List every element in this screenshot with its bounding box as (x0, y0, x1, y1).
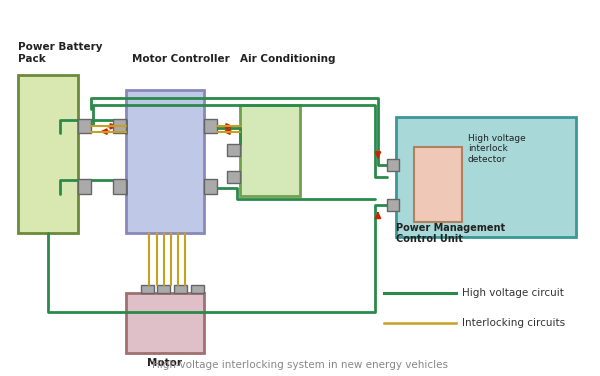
Bar (387, 159, 399, 171)
Bar (78, 179, 91, 194)
Text: Air Conditioning: Air Conditioning (240, 54, 335, 64)
Bar (113, 119, 126, 133)
Bar (141, 285, 154, 293)
Bar (227, 144, 240, 156)
Text: Power Battery
Pack: Power Battery Pack (18, 42, 103, 64)
Text: Motor Controller: Motor Controller (132, 54, 230, 64)
Bar (227, 171, 240, 183)
Bar (204, 119, 217, 133)
Bar (113, 179, 126, 194)
Bar (78, 119, 91, 133)
Text: Motor: Motor (148, 358, 182, 368)
Bar (174, 285, 187, 293)
Text: Power Management
Control Unit: Power Management Control Unit (396, 223, 505, 244)
Bar (396, 117, 576, 237)
Text: High voltage
interlock
detector: High voltage interlock detector (468, 134, 526, 164)
Bar (191, 285, 204, 293)
Text: High voltage circuit: High voltage circuit (462, 288, 564, 298)
Bar (157, 285, 170, 293)
Bar (126, 90, 204, 233)
Text: Interlocking circuits: Interlocking circuits (462, 318, 565, 328)
Bar (18, 75, 78, 233)
Text: High-voltage interlocking system in new energy vehicles: High-voltage interlocking system in new … (152, 360, 448, 370)
Bar (204, 179, 217, 194)
Bar (387, 199, 399, 211)
Bar (126, 293, 204, 353)
Bar (414, 147, 462, 222)
Bar (240, 105, 300, 196)
